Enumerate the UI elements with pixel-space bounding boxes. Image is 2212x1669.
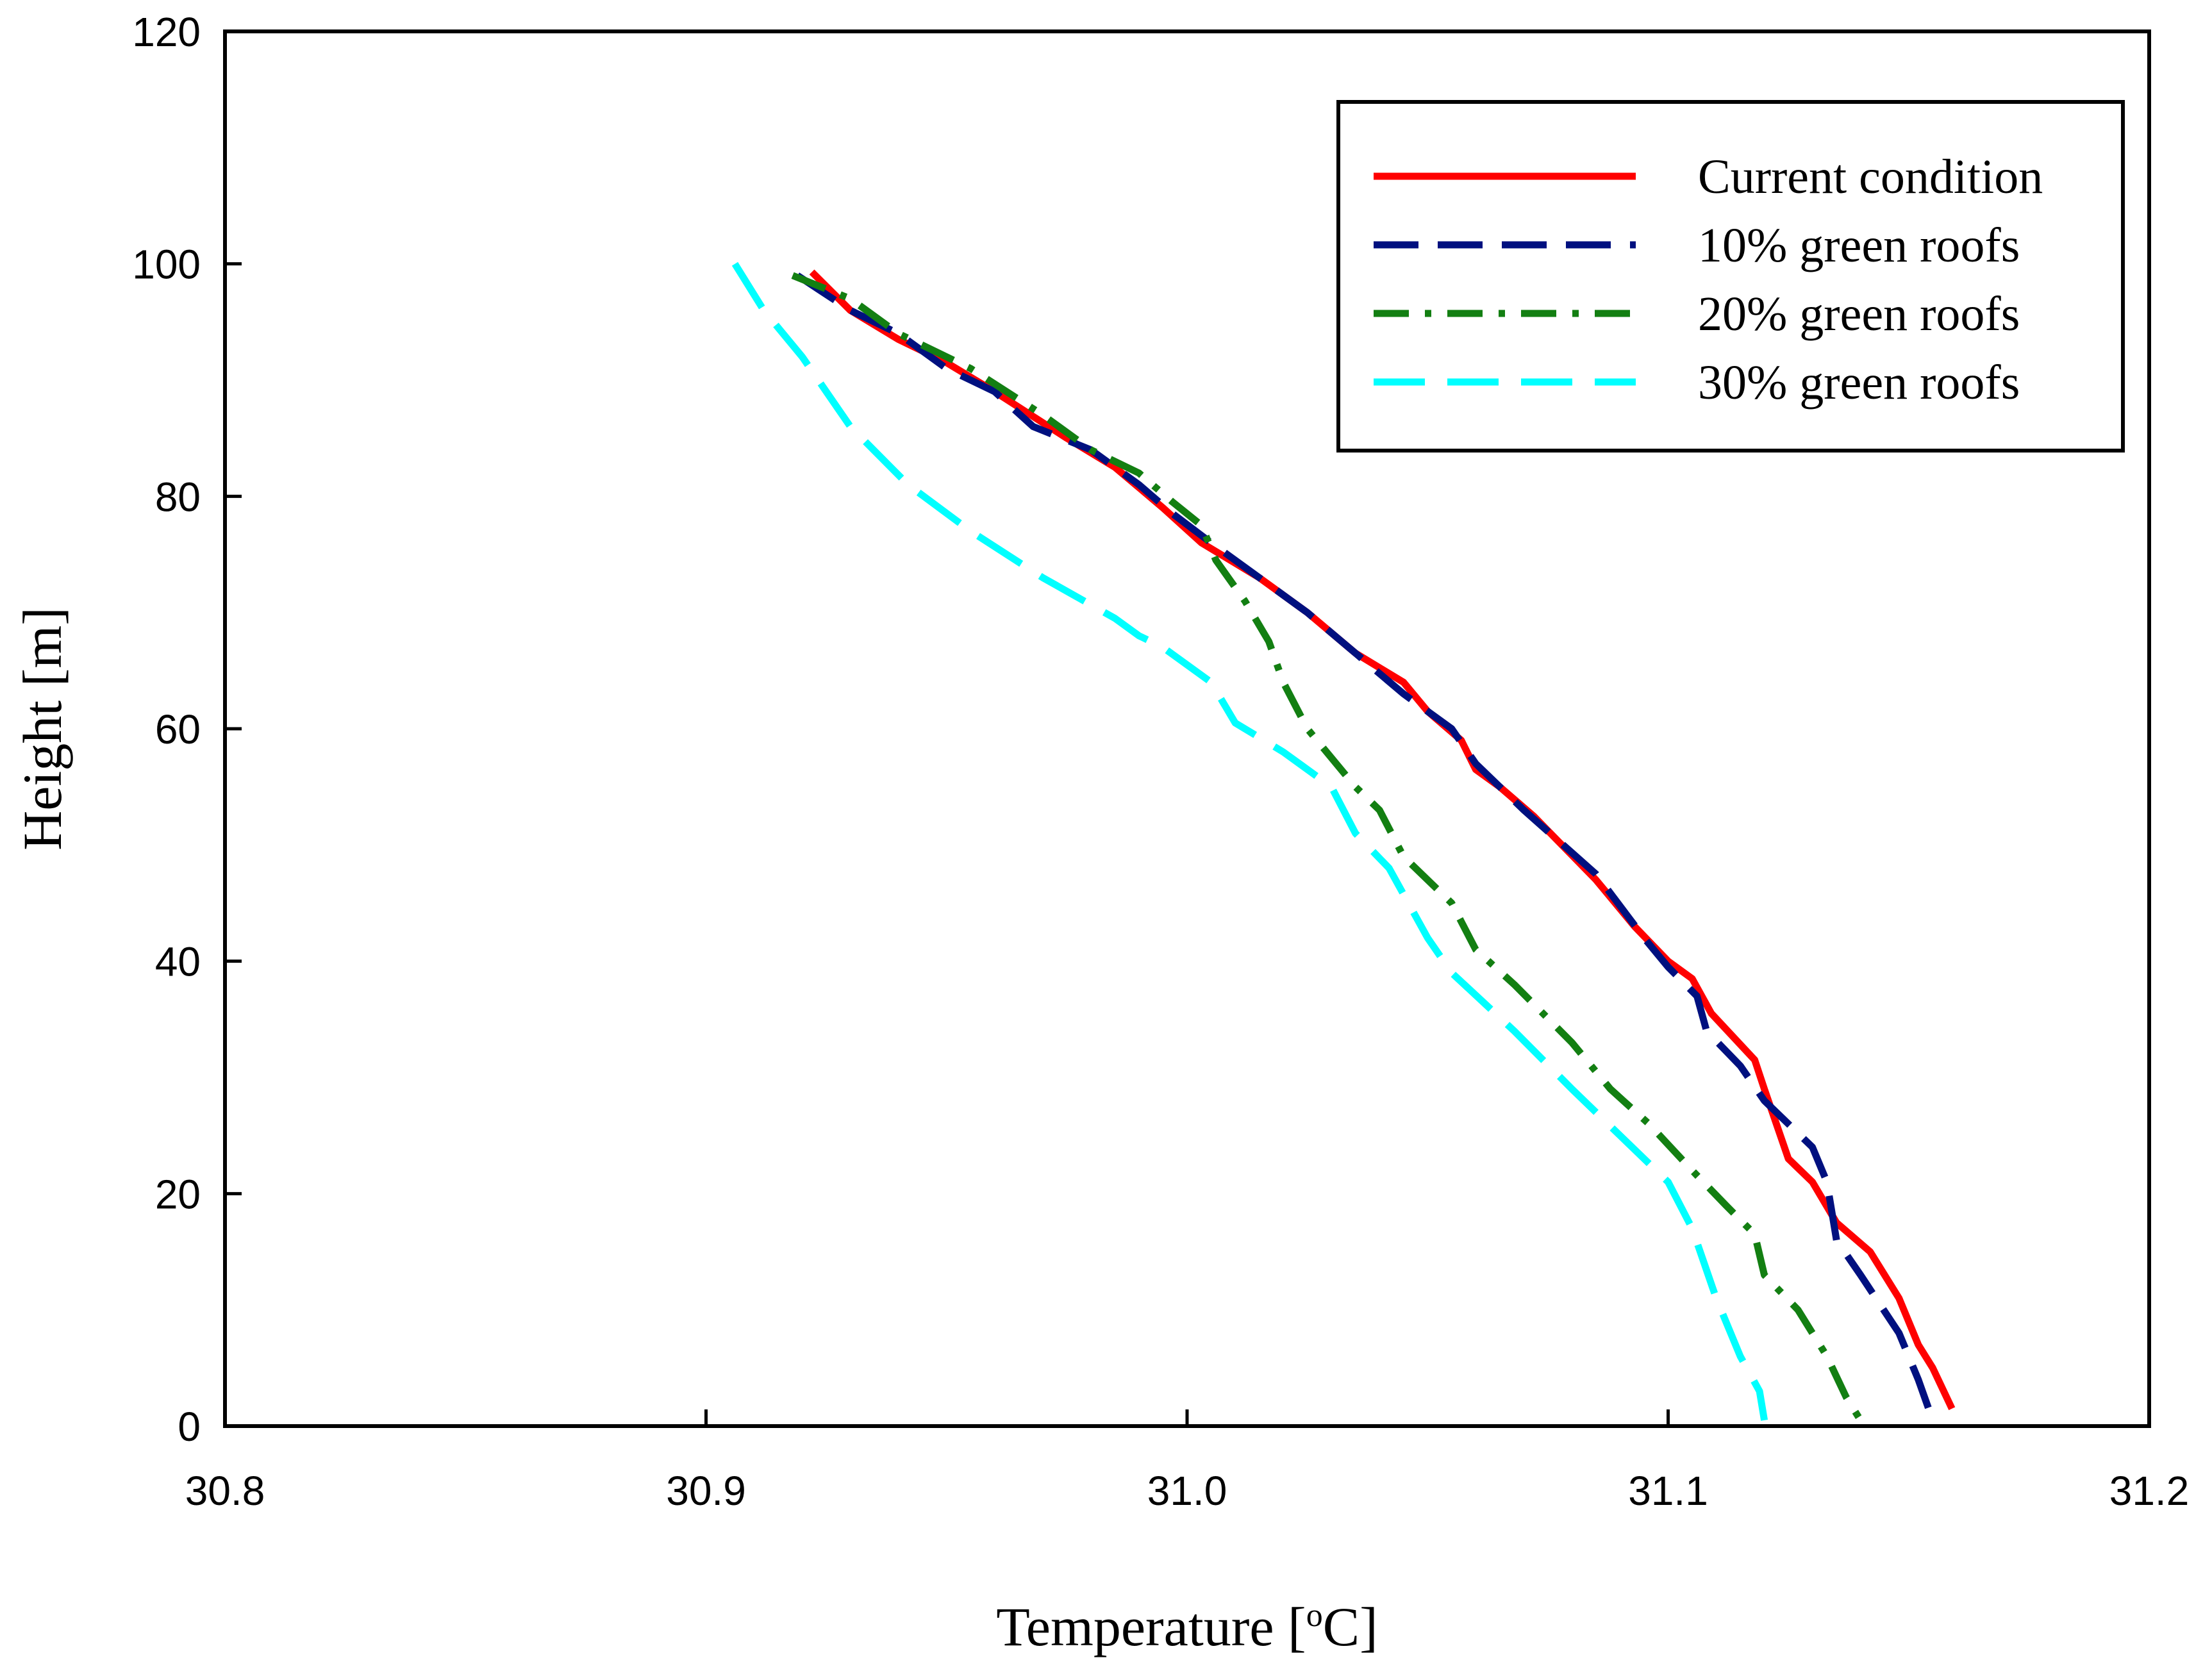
x-tick-label: 31.2 <box>2109 1468 2190 1514</box>
y-axis-ticks: 0 20 40 60 80 100 120 <box>132 9 242 1450</box>
y-tick-label: 0 <box>178 1404 201 1450</box>
x-axis-title-main: Temperature [ <box>996 1596 1306 1657</box>
x-axis-title: Temperature [oC] <box>996 1596 1377 1657</box>
legend-items: Current condition 10% green roofs 20% gree… <box>1374 150 2043 410</box>
x-tick-label: 30.8 <box>185 1468 265 1514</box>
series-lines <box>731 262 1956 1422</box>
y-tick-label: 40 <box>155 939 201 985</box>
x-tick-label: 30.9 <box>666 1468 746 1514</box>
legend-label-3: 20% green roofs <box>1698 287 2020 341</box>
legend-label-1: Current condition <box>1698 150 2043 204</box>
x-tick-label: 31.0 <box>1147 1468 1227 1514</box>
y-tick-label: 100 <box>132 242 201 288</box>
y-tick-label: 60 <box>155 706 201 752</box>
x-axis-title-superscript: o <box>1306 1597 1323 1634</box>
legend-label-4: 30% green roofs <box>1698 356 2020 410</box>
x-axis-ticks: 30.8 30.9 31.0 31.1 31.2 <box>185 1409 2190 1514</box>
y-tick-label: 120 <box>132 9 201 55</box>
x-axis-title-end: C] <box>1323 1596 1378 1657</box>
x-tick-label: 31.1 <box>1628 1468 1708 1514</box>
y-tick-label: 20 <box>155 1171 201 1217</box>
legend: Current condition 10% green roofs 20% gree… <box>1336 100 2125 453</box>
y-tick-label: 80 <box>155 474 201 520</box>
legend-label-2: 10% green roofs <box>1698 219 2020 272</box>
y-axis-title: Height [m] <box>12 607 73 851</box>
legend-box <box>1336 100 2125 453</box>
series-line-4 <box>731 262 1768 1421</box>
series-line-2 <box>795 272 1936 1422</box>
series-line-3 <box>791 272 1864 1422</box>
